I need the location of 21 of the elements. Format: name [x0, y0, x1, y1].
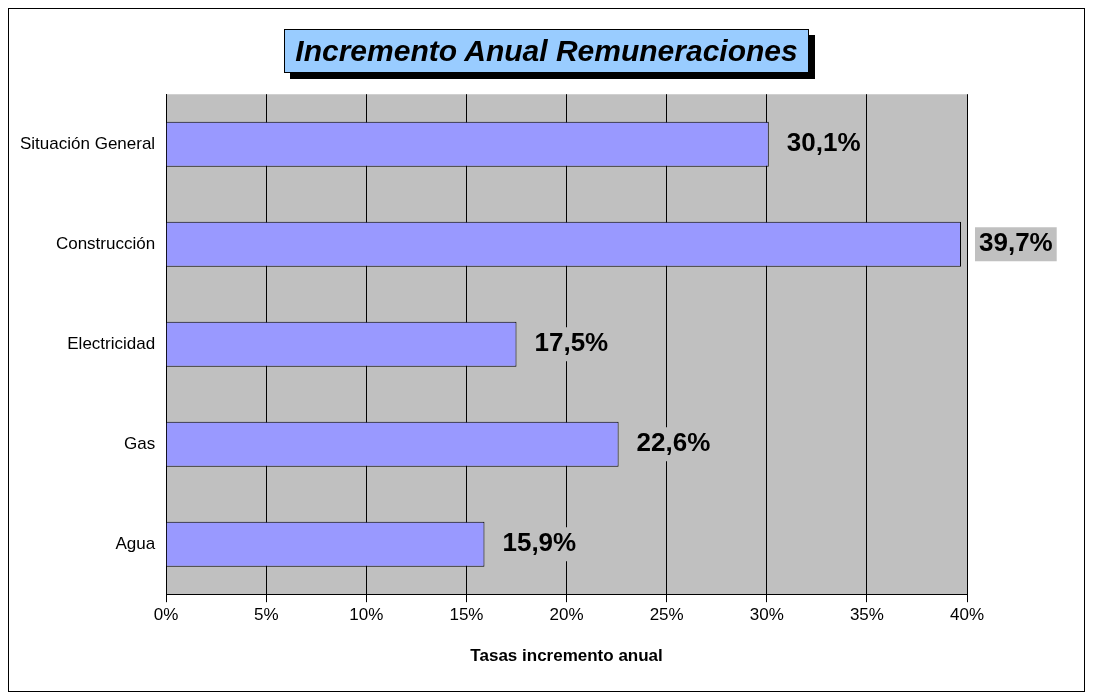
y-tick-label: Gas — [123, 433, 156, 453]
x-tick-label: 0% — [153, 605, 179, 625]
x-tick-label: 5% — [253, 605, 279, 625]
y-tick-label: Construcción — [55, 233, 156, 253]
x-tick-label: 25% — [649, 605, 684, 625]
y-tick-label: Situación General — [20, 133, 156, 153]
x-tick-label: 40% — [949, 605, 985, 625]
x-tick-label: 35% — [849, 605, 884, 625]
x-tick-label: 30% — [749, 605, 784, 625]
y-tick-label: Electricidad — [67, 333, 156, 353]
x-axis-title: Tasas incremento anual — [470, 646, 663, 666]
data-label: 15,9% — [502, 527, 577, 558]
x-tick-label: 15% — [449, 605, 484, 625]
data-label: 17,5% — [534, 327, 609, 358]
data-label: 22,6% — [636, 427, 711, 458]
x-tick-label: 10% — [349, 605, 384, 625]
chart-title: Incremento Anual Remuneraciones — [284, 29, 809, 73]
y-tick-label: Agua — [115, 533, 156, 553]
x-tick-label: 20% — [549, 605, 584, 625]
data-label: 39,7% — [978, 227, 1053, 258]
data-label: 30,1% — [786, 127, 861, 158]
